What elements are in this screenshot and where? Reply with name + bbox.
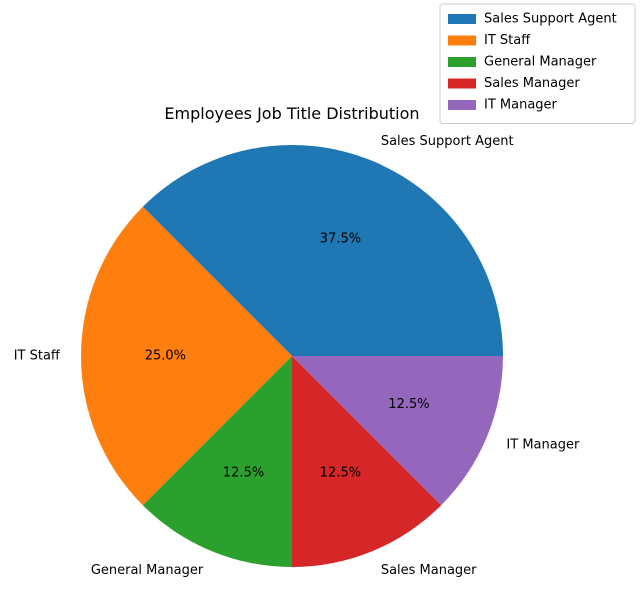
legend-swatch-sales-manager	[448, 78, 476, 89]
pie-slice-it-manager	[292, 356, 503, 506]
legend-label-sales-manager: Sales Manager	[484, 76, 580, 91]
percent-label-it-manager: 12.5%	[388, 397, 429, 412]
pie-slice-general-manager	[142, 356, 292, 567]
legend: Sales Support Agent IT Staff General Manag…	[439, 3, 636, 124]
slice-label-sales-manager: Sales Manager	[381, 563, 477, 578]
percent-label-sales-manager: 12.5%	[320, 465, 361, 480]
slice-label-it-manager: IT Manager	[506, 437, 580, 452]
percent-labels: 37.5% 25.0% 12.5% 12.5% 12.5%	[145, 232, 430, 481]
legend-swatch-it-staff	[448, 35, 476, 46]
legend-label-it-staff: IT Staff	[484, 33, 531, 48]
percent-label-it-staff: 25.0%	[145, 349, 186, 364]
chart-title: Employees Job Title Distribution	[164, 104, 419, 123]
percent-label-general-manager: 12.5%	[223, 465, 264, 480]
slice-label-sales-support-agent: Sales Support Agent	[381, 134, 514, 149]
legend-swatch-sales-support-agent	[448, 14, 476, 24]
pie-slice-sales-support-agent	[142, 145, 503, 356]
slice-label-general-manager: General Manager	[91, 563, 204, 578]
pie-slice-it-staff	[81, 206, 292, 506]
legend-label-sales-support-agent: Sales Support Agent	[484, 12, 617, 27]
pie-slice-sales-manager	[292, 356, 442, 567]
slice-label-it-staff: IT Staff	[14, 349, 61, 364]
legend-swatch-general-manager	[448, 57, 476, 67]
pie-slices	[81, 145, 503, 567]
legend-swatch-it-manager	[448, 100, 476, 110]
legend-label-general-manager: General Manager	[484, 55, 597, 70]
legend-frame	[439, 3, 636, 124]
percent-label-sales-support-agent: 37.5%	[320, 232, 361, 247]
slice-labels: Sales Support Agent IT Staff General Manag…	[14, 134, 580, 578]
legend-label-it-manager: IT Manager	[484, 98, 558, 113]
